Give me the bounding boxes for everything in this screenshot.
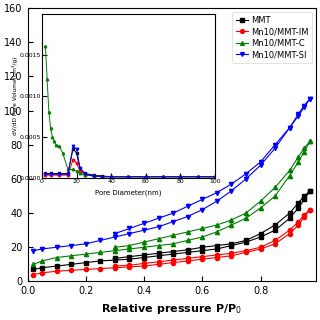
MMT <box>171 252 175 256</box>
MMT <box>273 228 277 232</box>
Mn10/MMT-SI <box>31 249 35 252</box>
Mn10/MMT-SI <box>69 244 73 247</box>
Mn10/MMT-SI <box>244 177 248 181</box>
Mn10/MMT-IM <box>84 268 88 271</box>
Mn10/MMT-IM <box>31 273 35 276</box>
MMT <box>186 251 190 254</box>
Mn10/MMT-C <box>84 252 88 256</box>
Mn10/MMT-SI <box>288 126 292 130</box>
Line: Mn10/MMT-SI: Mn10/MMT-SI <box>31 97 312 253</box>
Mn10/MMT-IM <box>259 247 262 251</box>
Mn10/MMT-C <box>244 216 248 220</box>
Mn10/MMT-C <box>113 249 117 252</box>
MMT <box>215 247 219 251</box>
Mn10/MMT-C <box>40 259 44 263</box>
Mn10/MMT-SI <box>55 245 59 249</box>
MMT <box>296 206 300 210</box>
Mn10/MMT-SI <box>157 225 161 229</box>
Mn10/MMT-SI <box>40 247 44 251</box>
MMT <box>128 257 132 261</box>
Mn10/MMT-IM <box>302 215 306 219</box>
Mn10/MMT-SI <box>229 189 233 193</box>
MMT <box>157 254 161 258</box>
Mn10/MMT-C <box>215 230 219 234</box>
Mn10/MMT-C <box>157 244 161 247</box>
MMT <box>55 264 59 268</box>
Mn10/MMT-C <box>99 251 102 254</box>
MMT <box>244 240 248 244</box>
X-axis label: Relative pressure P/P$_0$: Relative pressure P/P$_0$ <box>101 302 242 316</box>
Mn10/MMT-C <box>229 223 233 227</box>
Mn10/MMT-SI <box>200 208 204 212</box>
Mn10/MMT-IM <box>40 271 44 275</box>
Mn10/MMT-SI <box>142 228 146 232</box>
Mn10/MMT-C <box>128 247 132 251</box>
Legend: MMT, Mn10/MMT-IM, Mn10/MMT-C, Mn10/MMT-SI: MMT, Mn10/MMT-IM, Mn10/MMT-C, Mn10/MMT-S… <box>233 12 312 62</box>
Mn10/MMT-SI <box>273 146 277 150</box>
MMT <box>259 235 262 239</box>
Mn10/MMT-C <box>308 140 312 143</box>
Mn10/MMT-C <box>186 238 190 242</box>
Mn10/MMT-SI <box>296 114 300 118</box>
Mn10/MMT-IM <box>200 257 204 261</box>
Mn10/MMT-IM <box>229 254 233 258</box>
Mn10/MMT-C <box>31 262 35 266</box>
Mn10/MMT-SI <box>128 232 132 236</box>
Mn10/MMT-IM <box>69 268 73 272</box>
Mn10/MMT-IM <box>296 223 300 227</box>
Mn10/MMT-C <box>69 254 73 258</box>
Mn10/MMT-IM <box>288 232 292 236</box>
Mn10/MMT-C <box>302 150 306 154</box>
MMT <box>69 262 73 266</box>
Mn10/MMT-IM <box>308 208 312 212</box>
MMT <box>200 249 204 252</box>
Mn10/MMT-C <box>142 245 146 249</box>
MMT <box>40 266 44 270</box>
Mn10/MMT-SI <box>308 97 312 100</box>
Mn10/MMT-IM <box>273 242 277 246</box>
Mn10/MMT-C <box>55 256 59 260</box>
Mn10/MMT-SI <box>171 220 175 224</box>
MMT <box>99 259 102 263</box>
Mn10/MMT-C <box>171 242 175 246</box>
Mn10/MMT-IM <box>142 264 146 268</box>
Mn10/MMT-C <box>288 174 292 178</box>
MMT <box>308 189 312 193</box>
Line: Mn10/MMT-IM: Mn10/MMT-IM <box>31 208 312 277</box>
Line: Mn10/MMT-C: Mn10/MMT-C <box>31 139 312 267</box>
Mn10/MMT-IM <box>55 269 59 273</box>
Mn10/MMT-SI <box>215 199 219 203</box>
Mn10/MMT-IM <box>113 266 117 270</box>
MMT <box>229 244 233 247</box>
Mn10/MMT-SI <box>186 215 190 219</box>
Mn10/MMT-SI <box>84 242 88 246</box>
Mn10/MMT-SI <box>302 105 306 109</box>
MMT <box>113 258 117 262</box>
Mn10/MMT-C <box>296 160 300 164</box>
MMT <box>142 256 146 260</box>
Mn10/MMT-IM <box>157 262 161 266</box>
MMT <box>84 261 88 265</box>
Mn10/MMT-IM <box>128 265 132 269</box>
Mn10/MMT-IM <box>215 256 219 260</box>
Mn10/MMT-IM <box>171 261 175 265</box>
Mn10/MMT-SI <box>99 238 102 242</box>
MMT <box>31 268 35 271</box>
Mn10/MMT-IM <box>99 267 102 270</box>
Line: MMT: MMT <box>31 189 312 272</box>
Mn10/MMT-IM <box>186 259 190 263</box>
Mn10/MMT-SI <box>259 164 262 167</box>
Mn10/MMT-C <box>273 194 277 198</box>
Mn10/MMT-SI <box>113 235 117 239</box>
MMT <box>288 216 292 220</box>
Mn10/MMT-C <box>200 235 204 239</box>
MMT <box>302 197 306 201</box>
Mn10/MMT-C <box>259 206 262 210</box>
Mn10/MMT-IM <box>244 251 248 254</box>
